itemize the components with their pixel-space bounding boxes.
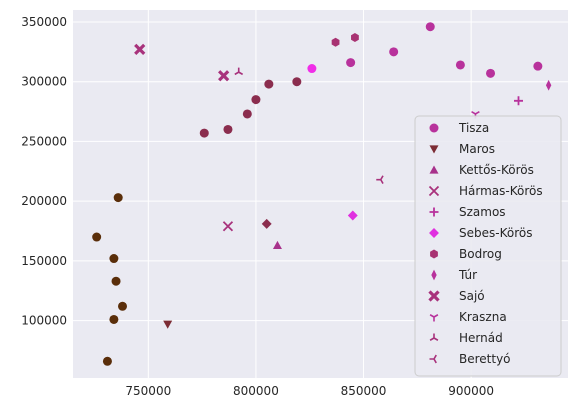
legend-label: Sajó	[459, 289, 485, 303]
data-point	[199, 128, 209, 138]
data-point	[109, 254, 119, 264]
data-point	[307, 64, 317, 74]
legend-label: Tisza	[458, 121, 489, 135]
legend-marker	[430, 249, 438, 259]
data-point	[222, 221, 234, 232]
legend-label: Bodrog	[459, 247, 502, 261]
data-point	[545, 79, 552, 91]
data-point	[272, 240, 282, 249]
data-point	[425, 22, 435, 32]
data-point	[533, 61, 543, 71]
x-axis-ticks: 750000 800000 850000 900000	[125, 384, 494, 398]
legend-marker	[429, 333, 439, 341]
data-point	[223, 124, 233, 134]
legend-marker	[428, 185, 440, 197]
data-point	[134, 43, 146, 56]
data-point	[218, 70, 230, 82]
y-tick-label: 350000	[21, 15, 67, 29]
data-point	[163, 320, 173, 329]
legend-label: Túr	[458, 268, 477, 282]
data-point	[251, 95, 261, 105]
data-point	[351, 32, 359, 42]
data-point	[347, 210, 358, 221]
y-axis-ticks: 100000 150000 200000 250000 300000 350000	[21, 15, 67, 328]
legend-box	[414, 115, 562, 377]
legend-marker	[429, 354, 437, 364]
data-point	[234, 67, 244, 76]
legend-label: Maros	[459, 142, 495, 156]
legend-marker	[429, 207, 439, 217]
data-point	[346, 58, 356, 68]
data-point	[242, 109, 252, 119]
legend-label: Szamos	[459, 205, 506, 219]
legend-label: Hármas-Körös	[459, 184, 543, 198]
data-point	[92, 232, 102, 242]
x-tick-label: 900000	[448, 384, 494, 398]
legend-marker	[429, 123, 439, 133]
data-point	[118, 301, 127, 311]
legend-label: Kraszna	[459, 310, 507, 324]
x-tick-label: 850000	[341, 384, 387, 398]
legend-label: Kettős-Körös	[459, 163, 534, 177]
legend-label: Berettyó	[459, 352, 511, 366]
legend-label: Hernád	[459, 331, 503, 345]
legend-marker	[429, 165, 439, 174]
legend-marker	[429, 145, 439, 154]
legend-marker	[431, 269, 437, 281]
x-tick-label: 800000	[233, 384, 279, 398]
data-point	[261, 218, 272, 229]
data-point	[331, 37, 340, 47]
data-point	[102, 356, 112, 366]
data-point	[376, 175, 384, 184]
y-tick-label: 100000	[21, 314, 67, 328]
data-point	[486, 68, 496, 78]
legend-label: Sebes-Körös	[459, 226, 532, 240]
data-point	[455, 60, 465, 70]
data-point	[264, 79, 274, 89]
data-point	[292, 77, 302, 87]
legend-marker	[429, 228, 439, 238]
data-point	[111, 276, 121, 286]
x-tick-label: 750000	[125, 384, 171, 398]
y-tick-label: 150000	[21, 254, 67, 268]
data-point	[109, 314, 119, 324]
y-tick-label: 250000	[21, 134, 67, 148]
legend-marker	[428, 290, 440, 302]
legend-marker	[429, 314, 439, 322]
data-points	[92, 22, 552, 366]
data-point	[389, 47, 399, 57]
data-point	[514, 96, 523, 106]
data-point	[113, 193, 123, 203]
legend: Tisza Maros Kettős-Körös Hármas-Körös Szamos…	[414, 115, 562, 377]
y-tick-label: 300000	[21, 75, 67, 89]
y-tick-label: 200000	[21, 194, 67, 208]
